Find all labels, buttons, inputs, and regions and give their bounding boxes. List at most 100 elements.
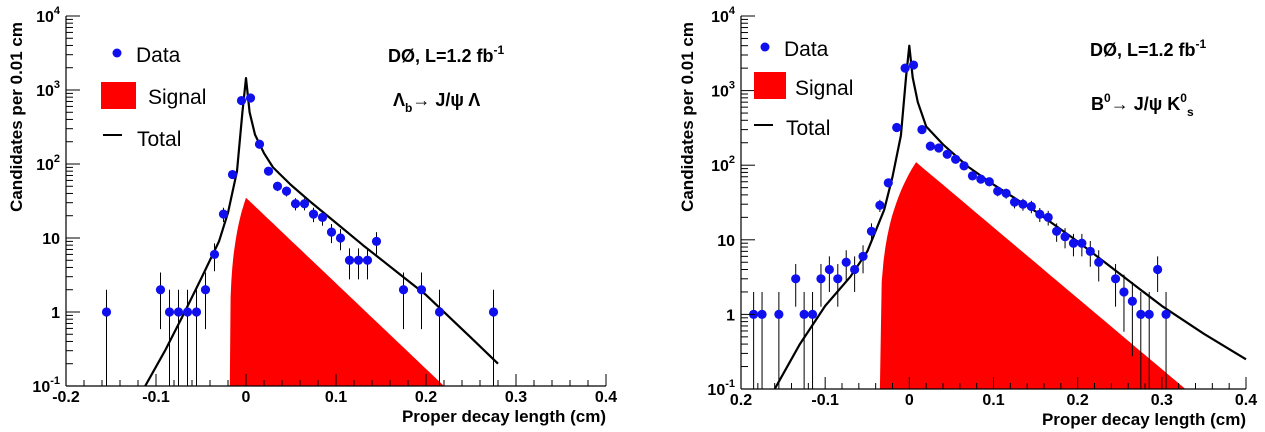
data-marker [816, 274, 826, 284]
data-point [1001, 188, 1011, 199]
data-point [951, 154, 961, 164]
data-point [807, 291, 818, 389]
data-marker [362, 255, 373, 265]
data-point [371, 232, 382, 255]
data-point [335, 229, 346, 251]
data-point [1144, 291, 1154, 389]
data-marker [1136, 309, 1146, 319]
data-marker [416, 285, 427, 295]
decay-channel-label: B0→ J/ψ K0s [1091, 91, 1194, 119]
legend-signal-swatch [754, 72, 786, 99]
data-point [917, 125, 927, 135]
signal-area [879, 162, 1186, 389]
x-tick-label: 0 [242, 389, 251, 406]
data-marker [841, 257, 851, 267]
data-point [326, 223, 337, 244]
data-marker [858, 251, 868, 261]
decay-length-chart-lambda-b: -0.2 -0.1 0 0.1 0.2 0.3 0.4 10-1 1 10 102 103 104 Pro… [7, 5, 617, 426]
data-marker [263, 166, 274, 176]
data-marker [942, 149, 952, 159]
y-axis-title: Candidates per 0.01 cm [7, 22, 26, 212]
data-marker [218, 209, 229, 219]
legend-data-label: Data [784, 38, 829, 61]
data-point [942, 149, 952, 159]
y-axis-title: Candidates per 0.01 cm [678, 22, 697, 212]
data-point [967, 171, 978, 181]
y-tick-label: 1 [726, 307, 735, 324]
data-point [900, 63, 910, 73]
data-point [925, 141, 935, 151]
data-point [841, 250, 851, 282]
data-marker [1077, 238, 1087, 248]
data-marker [200, 285, 211, 295]
data-marker [398, 285, 409, 295]
chart-panel-lambda-b: -0.2 -0.1 0 0.1 0.2 0.3 0.4 10-1 1 10 102 103 104 Pro… [0, 0, 632, 432]
data-marker [1068, 238, 1079, 248]
data-point [416, 272, 427, 330]
data-marker [371, 236, 382, 246]
x-tick-label: 0 [905, 392, 914, 409]
data-marker [326, 227, 337, 237]
data-marker [799, 309, 809, 319]
y-tick-label: 10-1 [707, 378, 735, 399]
data-point [1127, 281, 1137, 357]
data-point [976, 174, 986, 184]
data-marker [976, 174, 986, 184]
data-marker [182, 307, 193, 317]
data-point [791, 264, 801, 307]
data-point [155, 272, 166, 330]
data-point [308, 207, 319, 223]
x-tick-label: -0.1 [142, 389, 170, 406]
data-point [200, 272, 211, 330]
x-tick-label: -0.2 [52, 389, 80, 406]
data-marker [1110, 274, 1121, 284]
data-marker [984, 177, 994, 187]
data-marker [1094, 257, 1104, 267]
data-marker [1144, 309, 1154, 319]
data-point [362, 248, 373, 280]
legend-data-label: Data [136, 44, 181, 67]
experiment-label: DØ, L=1.2 fb-1 [1090, 37, 1207, 60]
experiment-label: DØ, L=1.2 fb-1 [388, 43, 505, 66]
signal-area [229, 197, 444, 386]
x-tick-label: -0.1 [811, 392, 839, 409]
legend-signal-label: Signal [148, 86, 206, 109]
data-marker [236, 95, 247, 106]
data-point [1153, 256, 1163, 292]
data-point [816, 264, 826, 307]
data-point [908, 60, 919, 70]
chart-panel-b0: 0.2 -0.1 0 0.1 0.2 0.3 0.4 10-1 1 10 102 103 104 Prop… [633, 0, 1265, 432]
data-marker [1153, 264, 1163, 275]
decay-length-chart-b0: 0.2 -0.1 0 0.1 0.2 0.3 0.4 10-1 1 10 102 103 104 Prop… [678, 5, 1257, 429]
data-marker [1052, 226, 1062, 236]
data-marker [173, 307, 184, 317]
data-marker [925, 141, 935, 151]
data-point [488, 289, 499, 386]
data-point [344, 248, 355, 280]
data-point [227, 169, 238, 180]
data-point [272, 181, 283, 192]
x-axis-title: Proper decay length (cm) [1042, 410, 1246, 429]
legend-signal-label: Signal [795, 77, 853, 100]
legend-data-marker [112, 48, 122, 58]
data-point [209, 243, 220, 272]
data-point [757, 291, 767, 389]
data-marker [1127, 296, 1137, 306]
data-marker [290, 199, 301, 209]
total-fit-curve [144, 77, 499, 387]
y-tick-label: 102 [711, 154, 735, 175]
y-tick-label: 1 [51, 305, 60, 322]
data-point [299, 198, 310, 211]
data-marker [209, 249, 220, 260]
data-marker [155, 285, 166, 295]
data-point [1110, 264, 1121, 307]
data-point [1035, 207, 1045, 223]
data-point [959, 161, 969, 171]
data-point [353, 248, 364, 280]
data-marker [850, 264, 860, 275]
data-marker [934, 143, 944, 153]
data-marker [488, 307, 499, 317]
x-axis-title: Proper decay length (cm) [402, 407, 606, 426]
data-marker [1009, 197, 1020, 207]
data-point [1009, 196, 1020, 209]
